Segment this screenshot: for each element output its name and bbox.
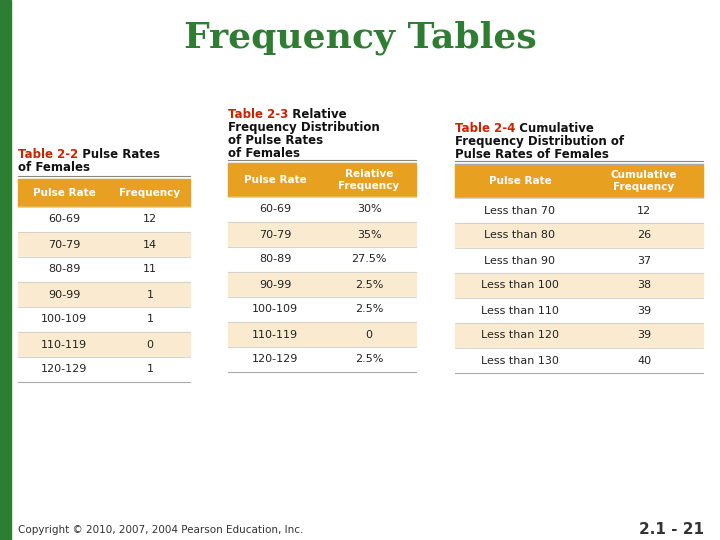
Bar [18,232,190,257]
Bar [228,163,416,197]
Bar [455,198,703,223]
Bar [455,164,703,198]
Text: Table 2-4: Table 2-4 [455,122,516,135]
Bar [455,323,703,348]
Text: 80-89: 80-89 [48,265,80,274]
Text: Frequency Distribution: Frequency Distribution [228,121,379,134]
Bar [228,272,416,297]
Bar [455,248,703,273]
Text: Less than 110: Less than 110 [481,306,559,315]
Bar [18,282,190,307]
Bar [228,197,416,222]
Text: 12: 12 [637,206,651,215]
Text: 27.5%: 27.5% [351,254,387,265]
Bar [18,207,190,232]
Text: 90-99: 90-99 [258,280,291,289]
Text: 110-119: 110-119 [41,340,87,349]
Bar [228,322,416,347]
Text: 90-99: 90-99 [48,289,80,300]
Text: 11: 11 [143,265,157,274]
Text: 60-69: 60-69 [259,205,291,214]
Text: 110-119: 110-119 [252,329,298,340]
Text: 0: 0 [366,329,372,340]
Bar [228,347,416,372]
Text: Pulse Rates: Pulse Rates [74,148,160,161]
Text: Less than 120: Less than 120 [481,330,559,341]
Text: 100-109: 100-109 [41,314,87,325]
Text: Pulse Rate: Pulse Rate [489,176,552,186]
Text: 12: 12 [143,214,157,225]
Text: 35%: 35% [356,230,382,240]
Text: Cumulative
Frequency: Cumulative Frequency [611,170,678,192]
Bar [18,332,190,357]
Text: Cumulative: Cumulative [511,122,594,135]
Bar [455,273,703,298]
Text: Less than 100: Less than 100 [481,280,559,291]
Text: 2.5%: 2.5% [355,305,383,314]
Text: Less than 90: Less than 90 [485,255,556,266]
Text: 38: 38 [637,280,651,291]
Text: of Pulse Rates: of Pulse Rates [228,134,323,147]
Bar [228,247,416,272]
Text: 1: 1 [146,364,153,375]
Text: 100-109: 100-109 [252,305,298,314]
Bar [18,257,190,282]
Text: Table 2-2: Table 2-2 [18,148,78,161]
Text: 40: 40 [637,355,651,366]
Text: 80-89: 80-89 [258,254,291,265]
Text: Table 2-3: Table 2-3 [228,108,288,121]
Text: 14: 14 [143,240,157,249]
Bar [18,307,190,332]
Bar [455,348,703,373]
Text: 39: 39 [637,306,651,315]
Text: Pulse Rates of Females: Pulse Rates of Females [455,148,609,161]
Text: Less than 80: Less than 80 [485,231,556,240]
Bar [0,0,11,540]
Text: 37: 37 [637,255,651,266]
Bar [228,222,416,247]
Text: Pulse Rate: Pulse Rate [32,188,95,198]
Bar [18,179,190,207]
Text: of Females: of Females [228,147,300,160]
Text: 70-79: 70-79 [258,230,291,240]
Text: 70-79: 70-79 [48,240,80,249]
Text: Frequency Tables: Frequency Tables [184,21,536,55]
Text: Frequency: Frequency [120,188,181,198]
Text: 2.5%: 2.5% [355,354,383,364]
Text: Pulse Rate: Pulse Rate [243,175,307,185]
Text: 26: 26 [637,231,651,240]
Text: 2.5%: 2.5% [355,280,383,289]
Text: 2.1 - 21: 2.1 - 21 [639,523,704,537]
Text: 1: 1 [146,314,153,325]
Text: 120-129: 120-129 [252,354,298,364]
Bar [455,298,703,323]
Text: 30%: 30% [356,205,382,214]
Text: Copyright © 2010, 2007, 2004 Pearson Education, Inc.: Copyright © 2010, 2007, 2004 Pearson Edu… [18,525,303,535]
Text: 1: 1 [146,289,153,300]
Text: of Females: of Females [18,161,90,174]
Text: Relative: Relative [284,108,346,121]
Text: 0: 0 [146,340,153,349]
Text: 60-69: 60-69 [48,214,80,225]
Text: Less than 130: Less than 130 [481,355,559,366]
Bar [18,357,190,382]
Text: Relative
Frequency: Relative Frequency [338,169,400,191]
Bar [228,297,416,322]
Text: Less than 70: Less than 70 [485,206,556,215]
Bar [455,223,703,248]
Text: 120-129: 120-129 [41,364,87,375]
Text: Frequency Distribution of: Frequency Distribution of [455,135,624,148]
Text: 39: 39 [637,330,651,341]
